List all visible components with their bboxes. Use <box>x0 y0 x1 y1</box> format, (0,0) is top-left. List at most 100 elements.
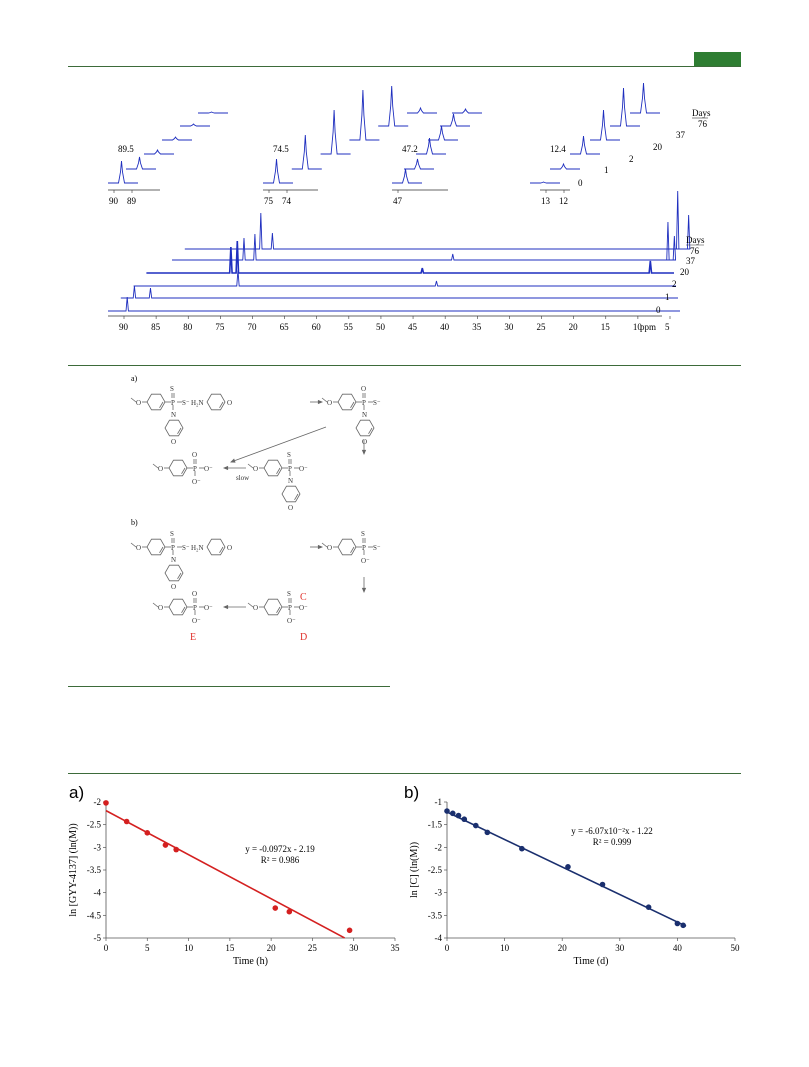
atom-O: O <box>327 544 332 552</box>
y-axis-title: ln [GYY-4137] (ln(M)) <box>68 823 79 916</box>
atom-O: O <box>227 544 232 552</box>
benzene-ring <box>168 459 188 477</box>
atom-bottom: O⁻ <box>192 478 201 486</box>
main-tick-label: 65 <box>280 322 290 332</box>
ring-bond <box>276 606 281 614</box>
ring-bond <box>177 427 182 435</box>
atom-P: P <box>362 544 366 552</box>
main-spectrum-trace <box>172 221 677 261</box>
atom-P: P <box>171 399 175 407</box>
inset-tick-label: 74 <box>282 196 292 206</box>
ring-bond <box>159 401 164 409</box>
atom-O: O <box>158 465 163 473</box>
main-spectrum-trace <box>184 190 691 250</box>
atom-O: O <box>136 544 141 552</box>
ring-bond <box>294 493 299 501</box>
benzene-ring <box>263 598 283 616</box>
inset-peak-label: 47.2 <box>402 144 418 154</box>
x-tick-label: 20 <box>558 943 568 953</box>
benzene-ring <box>164 419 184 437</box>
header-rule <box>68 66 741 67</box>
inset-tick-label: 13 <box>541 196 551 206</box>
ring-bond <box>181 606 186 614</box>
inset-spectrum <box>440 113 470 127</box>
benzene-ring <box>281 485 301 503</box>
atom-bottom: O⁻ <box>361 557 370 565</box>
atom-O: O <box>288 504 293 512</box>
ring-bond <box>181 467 186 475</box>
inset-day-label: 2 <box>629 154 634 164</box>
atom-top: O <box>192 590 197 598</box>
atom-bottom: O⁻ <box>192 617 201 625</box>
inset-peak-label: 74.5 <box>273 144 289 154</box>
main-spectrum-trace <box>146 240 674 274</box>
benzene-ring <box>337 393 357 411</box>
data-point <box>173 846 179 853</box>
kinetics-chart-a: a) 0 5 10 15 20 25 30 35 -2 -2.5 -3 -3.5 -4 -4.5 -5 Time… <box>68 783 400 967</box>
data-point <box>449 810 456 817</box>
y-tick-label: -2.5 <box>87 820 102 830</box>
benzene-ring <box>168 598 188 616</box>
section-rule-3 <box>68 773 741 774</box>
inset-spectrum <box>162 136 192 141</box>
ring-bond <box>350 546 355 554</box>
main-days-title: Days <box>686 235 705 245</box>
atom-N: N <box>171 556 176 564</box>
inset-day-label: 37 <box>676 130 686 140</box>
data-point <box>565 864 571 870</box>
benzene-ring <box>146 393 166 411</box>
main-tick-label: 85 <box>151 322 161 332</box>
inset-spectrum <box>392 168 422 184</box>
data-point <box>519 845 525 852</box>
inset-day-label: 20 <box>653 142 663 152</box>
y-tick-label: -4 <box>94 888 102 898</box>
atom-top: O <box>192 451 197 459</box>
x-tick-label: 0 <box>104 943 109 953</box>
y-tick-label: -3 <box>435 888 443 898</box>
atom-P: P <box>193 604 197 612</box>
chart-panel-label: a) <box>69 783 84 802</box>
inset-spectrum <box>263 158 293 184</box>
x-tick-label: 25 <box>308 943 318 953</box>
ring-bond <box>159 546 164 554</box>
atom-O: O <box>136 399 141 407</box>
ring-bond <box>177 572 182 580</box>
atom-top: S <box>287 451 291 459</box>
ring-bond <box>276 467 281 475</box>
data-point <box>473 822 479 829</box>
main-day-label: 0 <box>656 305 661 315</box>
inset-tick-label: 90 <box>109 196 119 206</box>
atom-right: O⁻ <box>299 465 308 473</box>
methyl-bond <box>321 397 328 403</box>
main-tick-label: 5 <box>665 322 670 332</box>
data-point <box>144 830 151 836</box>
x-tick-label: 15 <box>225 943 235 953</box>
main-unit-label: ppm <box>640 322 656 332</box>
methyl-bond <box>130 397 137 403</box>
main-tick-label: 40 <box>440 322 450 332</box>
scheme-part-b-label: b) <box>131 518 138 527</box>
kinetics-chart-b: b) 0 10 20 30 40 50 -1 -1.5 -2 -2.5 -3 -3.5 -4 Time (d… <box>404 783 740 967</box>
trend-line <box>105 809 346 939</box>
main-tick-label: 55 <box>344 322 354 332</box>
trend-equation: y = -6.07x10⁻²x - 1.22 <box>571 826 653 836</box>
main-tick-label: 30 <box>504 322 513 332</box>
header-tab <box>694 52 741 66</box>
x-tick-label: 30 <box>349 943 359 953</box>
main-tick-label: 45 <box>408 322 418 332</box>
inset-tick-label: 89 <box>127 196 137 206</box>
y-tick-label: -2 <box>94 797 102 807</box>
trend-equation: y = -0.0972x - 2.19 <box>245 844 315 854</box>
arrow-head <box>222 465 229 471</box>
data-point <box>455 812 462 819</box>
inset-spectrum <box>590 109 620 141</box>
atom-O: O <box>158 604 163 612</box>
inset-spectrum <box>320 109 351 155</box>
methyl-bond <box>247 602 254 608</box>
main-spectrum-trace <box>133 269 676 287</box>
inset-peak-label: 89.5 <box>118 144 134 154</box>
y-tick-label: -3.5 <box>87 865 102 875</box>
atom-bottom: O⁻ <box>287 617 296 625</box>
y-tick-label: -3.5 <box>428 910 443 920</box>
scheme-label-D: D <box>300 632 307 643</box>
